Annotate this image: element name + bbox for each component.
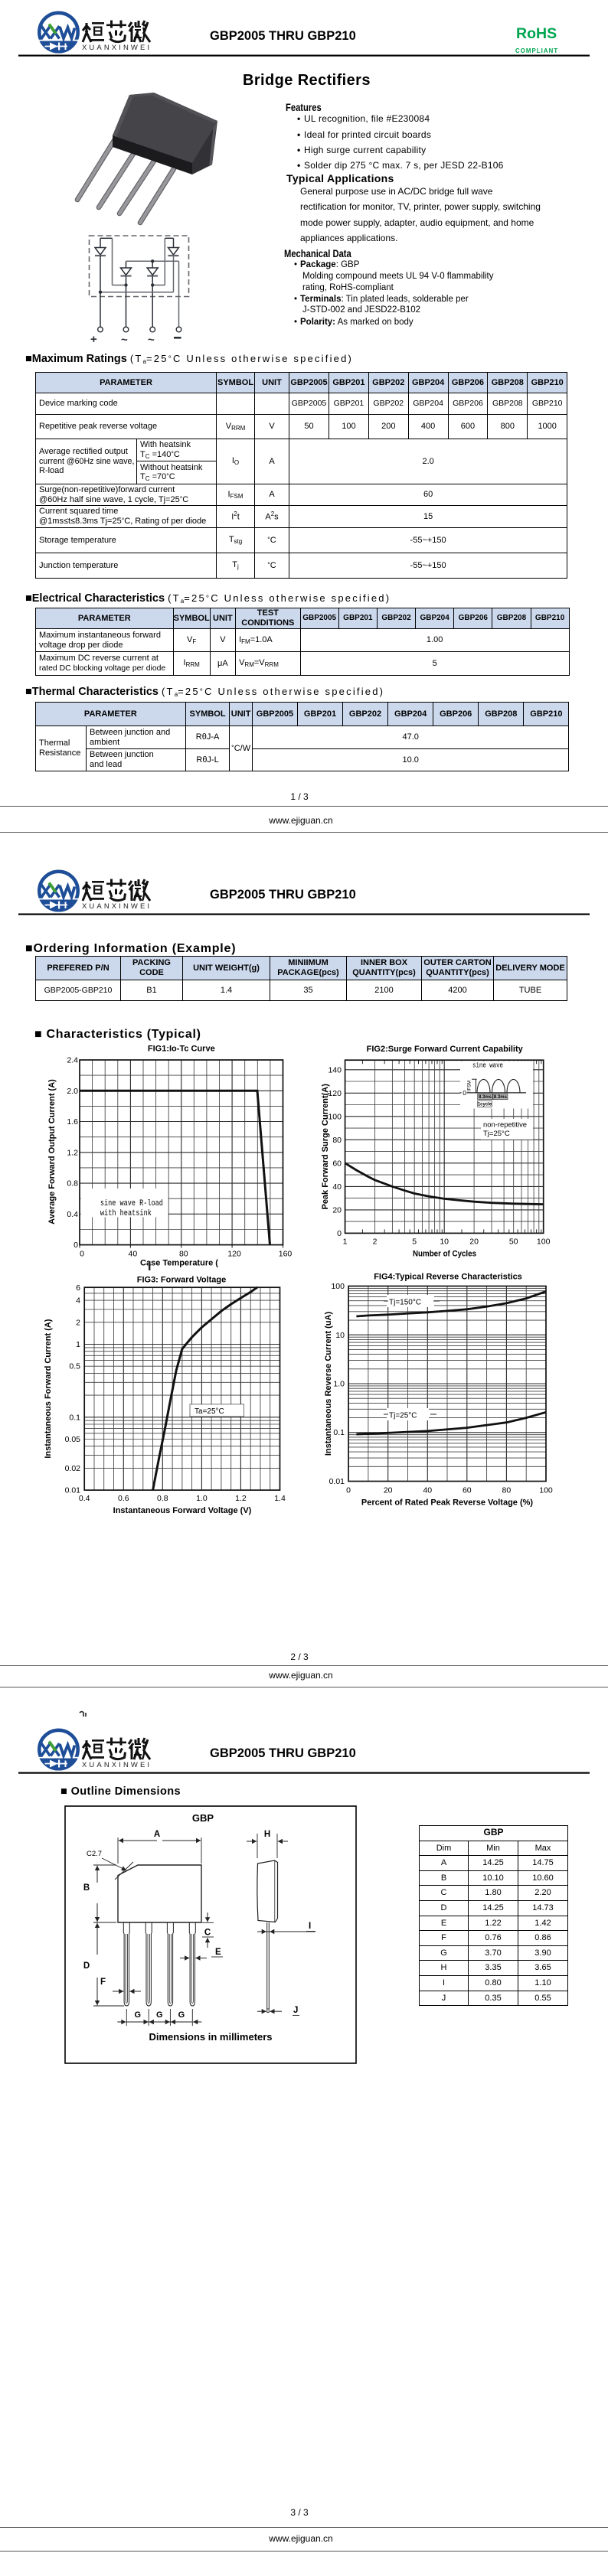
svg-text:Case Temperature (: Case Temperature (: [140, 1259, 218, 1268]
svg-text:50: 50: [509, 1237, 518, 1246]
svg-text:20: 20: [469, 1237, 479, 1246]
svg-text:non-repetitive: non-repetitive: [483, 1121, 527, 1130]
svg-text:60: 60: [463, 1486, 472, 1495]
svg-text:1.2: 1.2: [235, 1494, 247, 1503]
svg-text:100: 100: [537, 1237, 551, 1246]
svg-text:A: A: [154, 1830, 160, 1839]
svg-text:0.5: 0.5: [69, 1362, 80, 1371]
svg-text:Percent of Rated Peak Reverse: Percent of Rated Peak Reverse Voltage (%…: [361, 1498, 533, 1508]
svg-text:4: 4: [76, 1296, 80, 1306]
svg-text:2.0: 2.0: [67, 1087, 78, 1096]
svg-text:80: 80: [502, 1486, 512, 1495]
svg-text:2.4: 2.4: [67, 1056, 78, 1065]
svg-text:160: 160: [279, 1250, 293, 1259]
svg-text:1.6: 1.6: [67, 1117, 78, 1127]
svg-text:0.4: 0.4: [79, 1494, 90, 1503]
svg-text:8.3ms: 8.3ms: [494, 1095, 508, 1100]
svg-text:100: 100: [331, 1282, 345, 1291]
svg-text:E: E: [215, 1948, 221, 1957]
svg-text:1: 1: [343, 1237, 348, 1246]
svg-text:J: J: [293, 2006, 298, 2015]
svg-text:60: 60: [332, 1159, 342, 1168]
svg-text:2: 2: [373, 1237, 378, 1246]
svg-text:Instantaneous Forward Current: Instantaneous Forward Current (A): [44, 1319, 53, 1458]
svg-text:1.2: 1.2: [67, 1148, 78, 1157]
svg-text:Tj=25°C: Tj=25°C: [389, 1412, 417, 1420]
svg-text:0.05: 0.05: [65, 1435, 81, 1444]
svg-text:0.1: 0.1: [333, 1428, 345, 1437]
svg-text:H: H: [264, 1830, 270, 1839]
svg-text:1cycle: 1cycle: [478, 1103, 492, 1107]
svg-text:100: 100: [328, 1112, 342, 1121]
svg-text:Average Forward Output Current: Average Forward Output Current (A): [47, 1079, 57, 1224]
svg-text:FIG4:Typical Reverse Character: FIG4:Typical Reverse Characteristics: [374, 1273, 522, 1282]
svg-text:with heatsink: with heatsink: [100, 1209, 152, 1218]
svg-text:Number of Cycles: Number of Cycles: [413, 1249, 476, 1258]
svg-text:0.8: 0.8: [157, 1494, 168, 1503]
svg-text:Ta=25°C: Ta=25°C: [194, 1407, 224, 1416]
svg-text:80: 80: [179, 1250, 188, 1259]
svg-text:sine wave: sine wave: [472, 1062, 503, 1070]
svg-text:FIG2:Surge Forward Current Cap: FIG2:Surge Forward Current Capability: [367, 1045, 524, 1054]
svg-text:B: B: [83, 1883, 90, 1893]
svg-text:0.6: 0.6: [118, 1494, 129, 1503]
svg-text:IFSM: IFSM: [468, 1081, 472, 1091]
svg-text:80: 80: [332, 1136, 342, 1145]
svg-text:120: 120: [227, 1250, 241, 1259]
svg-text:Tj=150°C: Tj=150°C: [389, 1299, 421, 1307]
svg-text:I: I: [309, 1922, 311, 1931]
svg-text:Instantaneous Forward Voltage: Instantaneous Forward Voltage (V): [113, 1506, 252, 1515]
svg-text:C: C: [204, 1929, 211, 1938]
svg-text:0: 0: [463, 1089, 466, 1097]
svg-text:0.1: 0.1: [69, 1413, 80, 1422]
svg-text:20: 20: [384, 1486, 393, 1495]
svg-text:20: 20: [332, 1205, 342, 1215]
svg-text:5: 5: [412, 1237, 417, 1246]
svg-text:Tj=25°C: Tj=25°C: [483, 1130, 510, 1138]
svg-text:FIG1:Io-Tc Curve: FIG1:Io-Tc Curve: [148, 1045, 215, 1054]
svg-text:40: 40: [129, 1250, 138, 1259]
svg-text:8.3ms: 8.3ms: [479, 1095, 492, 1100]
svg-text:100: 100: [539, 1486, 553, 1495]
svg-text:0: 0: [80, 1250, 84, 1259]
svg-text:G: G: [135, 2010, 142, 2020]
svg-text:1.0: 1.0: [196, 1494, 208, 1503]
svg-text:sine wave R-load: sine wave R-load: [100, 1199, 163, 1208]
svg-text:40: 40: [423, 1486, 432, 1495]
svg-text:G: G: [156, 2010, 163, 2020]
svg-text:6: 6: [76, 1283, 80, 1293]
svg-text:1: 1: [76, 1340, 80, 1349]
svg-text:0: 0: [74, 1241, 78, 1250]
svg-text:1.0: 1.0: [333, 1380, 345, 1389]
svg-text:140: 140: [328, 1065, 342, 1074]
svg-text:D: D: [83, 1961, 90, 1971]
svg-text:0.01: 0.01: [329, 1477, 345, 1486]
svg-text:Peak Forward Surge Current(A): Peak Forward Surge Current(A): [321, 1084, 330, 1210]
svg-text:40: 40: [332, 1182, 342, 1192]
svg-text:10: 10: [335, 1331, 345, 1340]
svg-text:0.8: 0.8: [67, 1179, 78, 1189]
svg-text:10: 10: [440, 1237, 449, 1246]
svg-text:0: 0: [346, 1486, 351, 1495]
svg-text:0.4: 0.4: [67, 1210, 78, 1219]
svg-text:0.02: 0.02: [65, 1464, 81, 1473]
svg-text:0.01: 0.01: [65, 1486, 81, 1495]
svg-text:Instantaneous Reverse Current: Instantaneous Reverse Current (uA): [324, 1312, 333, 1456]
svg-text:120: 120: [328, 1089, 342, 1098]
svg-text:C2.7: C2.7: [87, 1850, 102, 1858]
svg-text:F: F: [100, 1978, 106, 1987]
svg-text:0: 0: [337, 1229, 342, 1238]
svg-text:G: G: [178, 2010, 185, 2020]
svg-text:2: 2: [76, 1318, 80, 1327]
svg-text:1.4: 1.4: [274, 1494, 286, 1503]
svg-text:FIG3: Forward Voltage: FIG3: Forward Voltage: [137, 1276, 227, 1285]
